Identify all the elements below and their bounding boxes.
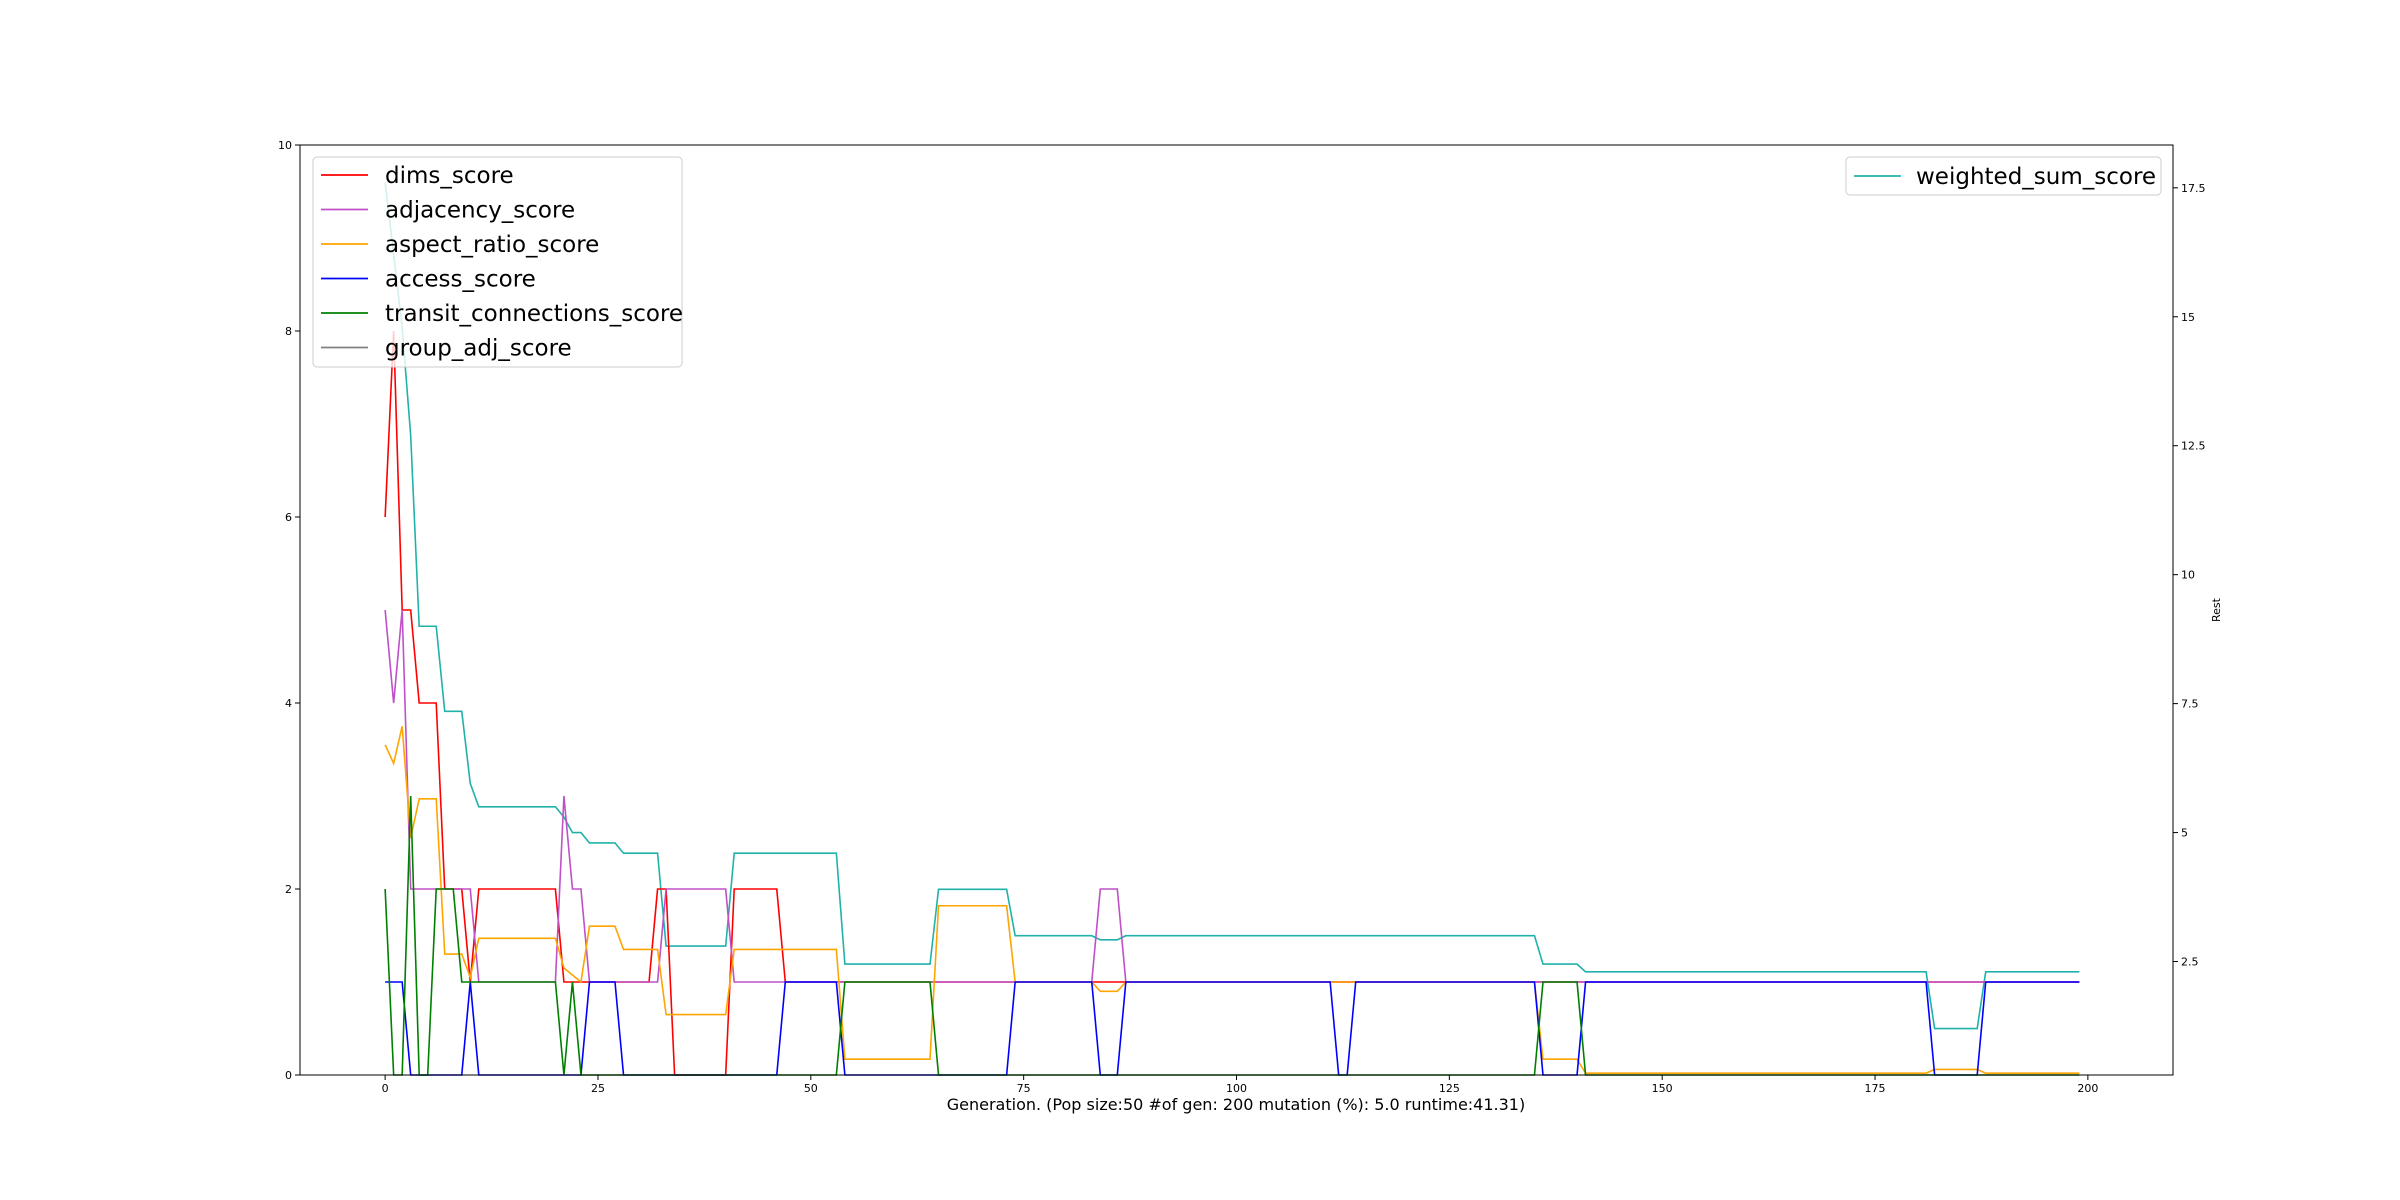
legend-left: dims_score adjacency_score aspect_ratio_sc… bbox=[312, 156, 683, 368]
left-axis-series-layer bbox=[384, 330, 2080, 1076]
x-tick-label: 75 bbox=[1017, 1082, 1031, 1095]
series-line-adjacency_score bbox=[384, 609, 2080, 983]
right-y-tick-label: 12.5 bbox=[2181, 440, 2206, 453]
x-axis-ticks: 0 25 50 75 100 125 150 175 200 bbox=[382, 1075, 2098, 1095]
x-tick-label: 100 bbox=[1226, 1082, 1247, 1095]
right-y-tick-label: 5 bbox=[2181, 827, 2188, 840]
right-axis-series-layer bbox=[384, 182, 2080, 1030]
x-tick-label: 200 bbox=[2077, 1082, 2098, 1095]
x-tick-label: 175 bbox=[1865, 1082, 1886, 1095]
legend-label-group_adj_score: group_adj_score bbox=[385, 336, 572, 362]
x-axis-label: Generation. (Pop size:50 #of gen: 200 mu… bbox=[947, 1095, 1525, 1114]
x-tick-label: 50 bbox=[804, 1082, 818, 1095]
x-tick-label: 25 bbox=[591, 1082, 605, 1095]
series-line-transit_connections_score bbox=[384, 795, 2080, 1076]
left-y-tick-label: 0 bbox=[285, 1069, 292, 1082]
left-y-tick-label: 8 bbox=[285, 325, 292, 338]
left-y-tick-label: 2 bbox=[285, 883, 292, 896]
right-y-tick-label: 7.5 bbox=[2181, 698, 2199, 711]
left-y-tick-label: 10 bbox=[278, 139, 292, 152]
x-tick-label: 150 bbox=[1652, 1082, 1673, 1095]
legend-label-dims_score: dims_score bbox=[385, 163, 514, 189]
series-line-aspect_ratio_score bbox=[384, 726, 2080, 1074]
left-y-axis-ticks: 0 2 4 6 8 10 bbox=[278, 139, 300, 1082]
legend-label-adjacency_score: adjacency_score bbox=[385, 198, 575, 224]
right-y-tick-label: 15 bbox=[2181, 311, 2195, 324]
series-line-dims_score bbox=[384, 330, 2080, 1076]
legend-right: weighted_sum_score bbox=[1845, 156, 2162, 196]
left-y-tick-label: 4 bbox=[285, 697, 292, 710]
right-y-axis-label: Rest bbox=[2210, 597, 2223, 622]
right-y-tick-label: 10 bbox=[2181, 569, 2195, 582]
legend-right-box bbox=[1845, 156, 2162, 196]
legend-label-aspect_ratio_score: aspect_ratio_score bbox=[385, 232, 599, 258]
legend-left-box bbox=[312, 156, 683, 368]
series-line-access_score bbox=[385, 981, 2080, 1076]
series-line-weighted_sum_score bbox=[384, 182, 2080, 1030]
right-y-tick-label: 2.5 bbox=[2181, 956, 2199, 969]
right-y-tick-label: 17.5 bbox=[2181, 182, 2206, 195]
legend-label-access_score: access_score bbox=[385, 267, 536, 293]
x-tick-label: 0 bbox=[382, 1082, 389, 1095]
legend-label-transit_connections_score: transit_connections_score bbox=[385, 301, 683, 327]
left-y-tick-label: 6 bbox=[285, 511, 292, 524]
legend-label-weighted_sum_score: weighted_sum_score bbox=[1916, 164, 2156, 190]
x-tick-label: 125 bbox=[1439, 1082, 1460, 1095]
right-y-axis-ticks: 2.5 5 7.5 10 12.5 15 17.5 bbox=[2173, 182, 2206, 969]
